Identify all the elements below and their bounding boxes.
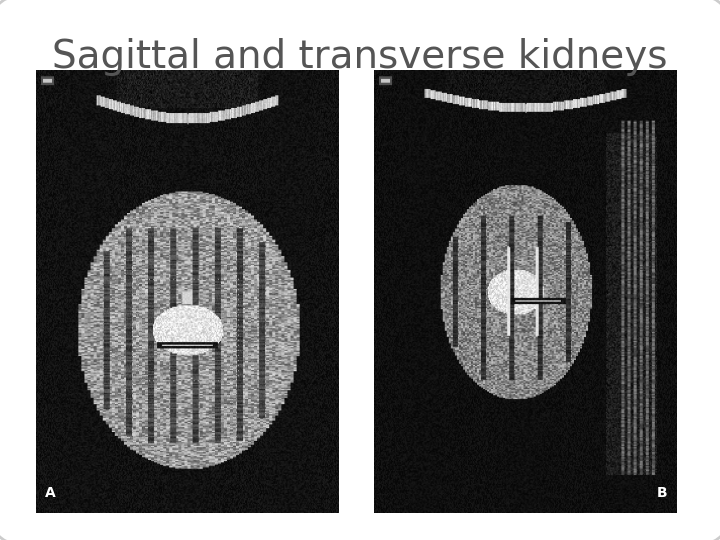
Text: A: A <box>45 485 56 500</box>
Text: B: B <box>657 485 667 500</box>
Text: Sagittal and transverse kidneys: Sagittal and transverse kidneys <box>53 38 667 76</box>
